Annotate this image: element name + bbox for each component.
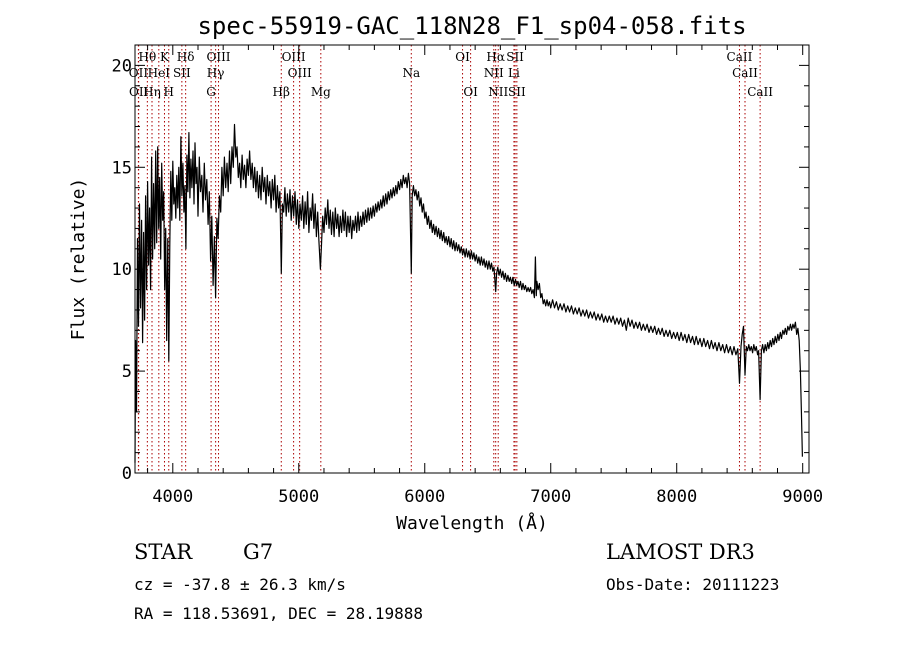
- coordinates-readout: RA = 118.53691, DEC = 28.19888: [134, 604, 423, 623]
- plot-frame: [134, 44, 810, 474]
- line-label: OIII: [288, 66, 312, 80]
- x-tick-label: 7000: [530, 487, 571, 507]
- line-label: OII: [129, 66, 149, 80]
- line-label: OIII: [282, 50, 306, 64]
- x-tick-label: 5000: [278, 487, 319, 507]
- line-label: NII: [484, 66, 504, 80]
- line-label: Hη: [143, 85, 161, 99]
- line-label: Hδ: [177, 50, 195, 64]
- line-label: H: [164, 85, 174, 99]
- spectral-line-markers: [137, 45, 761, 473]
- line-label: Hθ: [138, 50, 156, 64]
- line-label: OII: [129, 85, 149, 99]
- x-tick-label: 4000: [152, 487, 193, 507]
- line-label: SII: [173, 66, 191, 80]
- line-label: OI: [463, 85, 478, 99]
- line-label: CaII: [727, 50, 753, 64]
- line-label: Na: [402, 66, 420, 80]
- line-label: K: [160, 50, 170, 64]
- y-tick-label: 5: [122, 362, 132, 382]
- x-tick-label: 6000: [404, 487, 445, 507]
- observation-date: Obs-Date: 20111223: [606, 575, 779, 594]
- line-label: SII: [506, 50, 524, 64]
- line-label: Hβ: [273, 85, 290, 99]
- y-tick-label: 15: [112, 158, 132, 178]
- line-label: CaII: [732, 66, 758, 80]
- object-subclass: G7: [243, 540, 273, 564]
- line-label: HeI: [148, 66, 171, 80]
- line-label: G: [206, 85, 216, 99]
- line-label: SII: [508, 85, 526, 99]
- y-axis-ticks: 0 5 10 15 20: [112, 44, 809, 484]
- line-label: Hα: [486, 50, 505, 64]
- line-label: NII: [488, 85, 508, 99]
- y-axis-label: Flux (relative): [68, 178, 89, 341]
- y-tick-label: 20: [112, 56, 132, 76]
- x-tick-label: 8000: [656, 487, 697, 507]
- x-axis-label: Wavelength (Å): [396, 512, 548, 534]
- line-label: CaII: [747, 85, 773, 99]
- y-tick-label: 0: [122, 464, 132, 484]
- line-label: OIII: [206, 50, 230, 64]
- object-class: STAR: [134, 540, 193, 564]
- line-label: Hγ: [207, 66, 225, 80]
- line-label: Li: [508, 66, 520, 80]
- y-tick-label: 10: [112, 260, 132, 280]
- x-tick-label: 9000: [782, 487, 823, 507]
- spectrum-series: [134, 123, 803, 463]
- survey-name: LAMOST DR3: [606, 540, 755, 564]
- line-label: Mg: [311, 85, 331, 99]
- x-axis-ticks: 4000 5000 6000 7000 8000 9000: [147, 45, 823, 507]
- chart-title: spec-55919-GAC_118N28_F1_sp04-058.fits: [197, 12, 746, 40]
- line-label: OI: [455, 50, 470, 64]
- redshift-readout: cz = -37.8 ± 26.3 km/s: [134, 575, 346, 594]
